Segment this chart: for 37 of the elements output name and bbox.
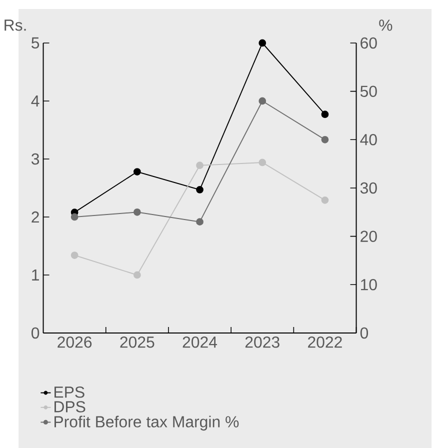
x-tick-label: 2022 (308, 336, 342, 348)
legend-label: EPS (54, 386, 85, 398)
y2-tick-label: 10 (361, 279, 378, 290)
y2-tick-label: 40 (360, 134, 378, 146)
point (258, 39, 266, 47)
point (71, 213, 78, 221)
point (322, 110, 329, 118)
y2-tick-label: 60 (360, 37, 378, 49)
y-axis-title: Rs. (4, 20, 26, 31)
point (196, 186, 204, 194)
point (258, 97, 266, 105)
y2-tick-label: 30 (360, 182, 378, 194)
point (134, 208, 142, 216)
y-tick-label: 2 (32, 211, 40, 223)
x-tick-label: 2025 (120, 336, 154, 348)
y-tick-label: 3 (32, 153, 40, 165)
point (322, 196, 329, 204)
legend-label: DPS (54, 401, 86, 412)
point (134, 271, 142, 279)
x-tick-label: 2024 (183, 336, 218, 348)
point (258, 158, 266, 166)
legend-label: Profit Before tax Margin % (54, 416, 239, 431)
point (134, 168, 142, 176)
y-tick-label: 4 (31, 96, 40, 106)
x-tick-label: 2023 (246, 336, 280, 348)
x-tick-label: 2026 (58, 336, 92, 348)
y-tick-label: 5 (32, 37, 40, 49)
y-tick-label: 1 (32, 270, 40, 280)
point (196, 218, 204, 226)
point (196, 162, 204, 170)
y2-tick-label: 20 (360, 230, 378, 242)
point (71, 252, 78, 259)
point (322, 136, 329, 144)
y2-tick-label: 0 (360, 327, 368, 339)
y-tick-label: 0 (32, 327, 40, 339)
y2-axis-title: % (379, 20, 392, 31)
y2-tick-label: 50 (360, 86, 378, 97)
